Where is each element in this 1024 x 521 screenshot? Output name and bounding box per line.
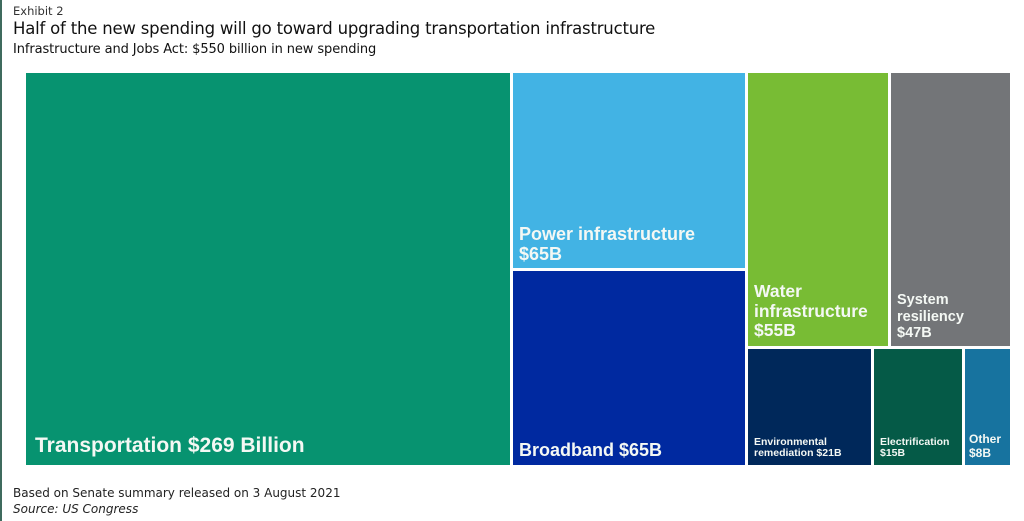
- tile-electrification: Electrification $15B: [874, 349, 962, 465]
- exhibit-label: Exhibit 2: [13, 4, 64, 18]
- label-broadband: Broadband $65B: [519, 439, 663, 460]
- source-note: Source: US Congress: [13, 502, 139, 516]
- tile-other: Other $8B: [965, 349, 1010, 465]
- label-environmental-remediation: Environmental remediation $21B: [754, 435, 842, 460]
- label-system-resiliency: System resiliency $47B: [897, 292, 964, 341]
- tile-transportation: Transportation $269 Billion: [26, 73, 510, 465]
- label-other: Other $8B: [969, 432, 1002, 460]
- footnote: Based on Senate summary released on 3 Au…: [13, 486, 341, 500]
- chart-title: Half of the new spending will go toward …: [13, 19, 656, 38]
- tile-broadband: Broadband $65B: [513, 271, 745, 465]
- tile-environmental-remediation: Environmental remediation $21B: [748, 349, 871, 465]
- tile-power-infrastructure: Power infrastructure $65B: [513, 73, 745, 268]
- label-electrification: Electrification $15B: [880, 435, 950, 460]
- label-transportation: Transportation $269 Billion: [35, 434, 305, 458]
- tile-water-infrastructure: Water infrastructure $55B: [748, 73, 888, 346]
- label-power-infrastructure: Power infrastructure $65B: [519, 223, 696, 264]
- label-water-infrastructure: Water infrastructure $55B: [754, 281, 868, 341]
- chart-subtitle: Infrastructure and Jobs Act: $550 billio…: [13, 42, 377, 57]
- tile-system-resiliency: System resiliency $47B: [891, 73, 1010, 346]
- left-edge-border: [0, 0, 2, 521]
